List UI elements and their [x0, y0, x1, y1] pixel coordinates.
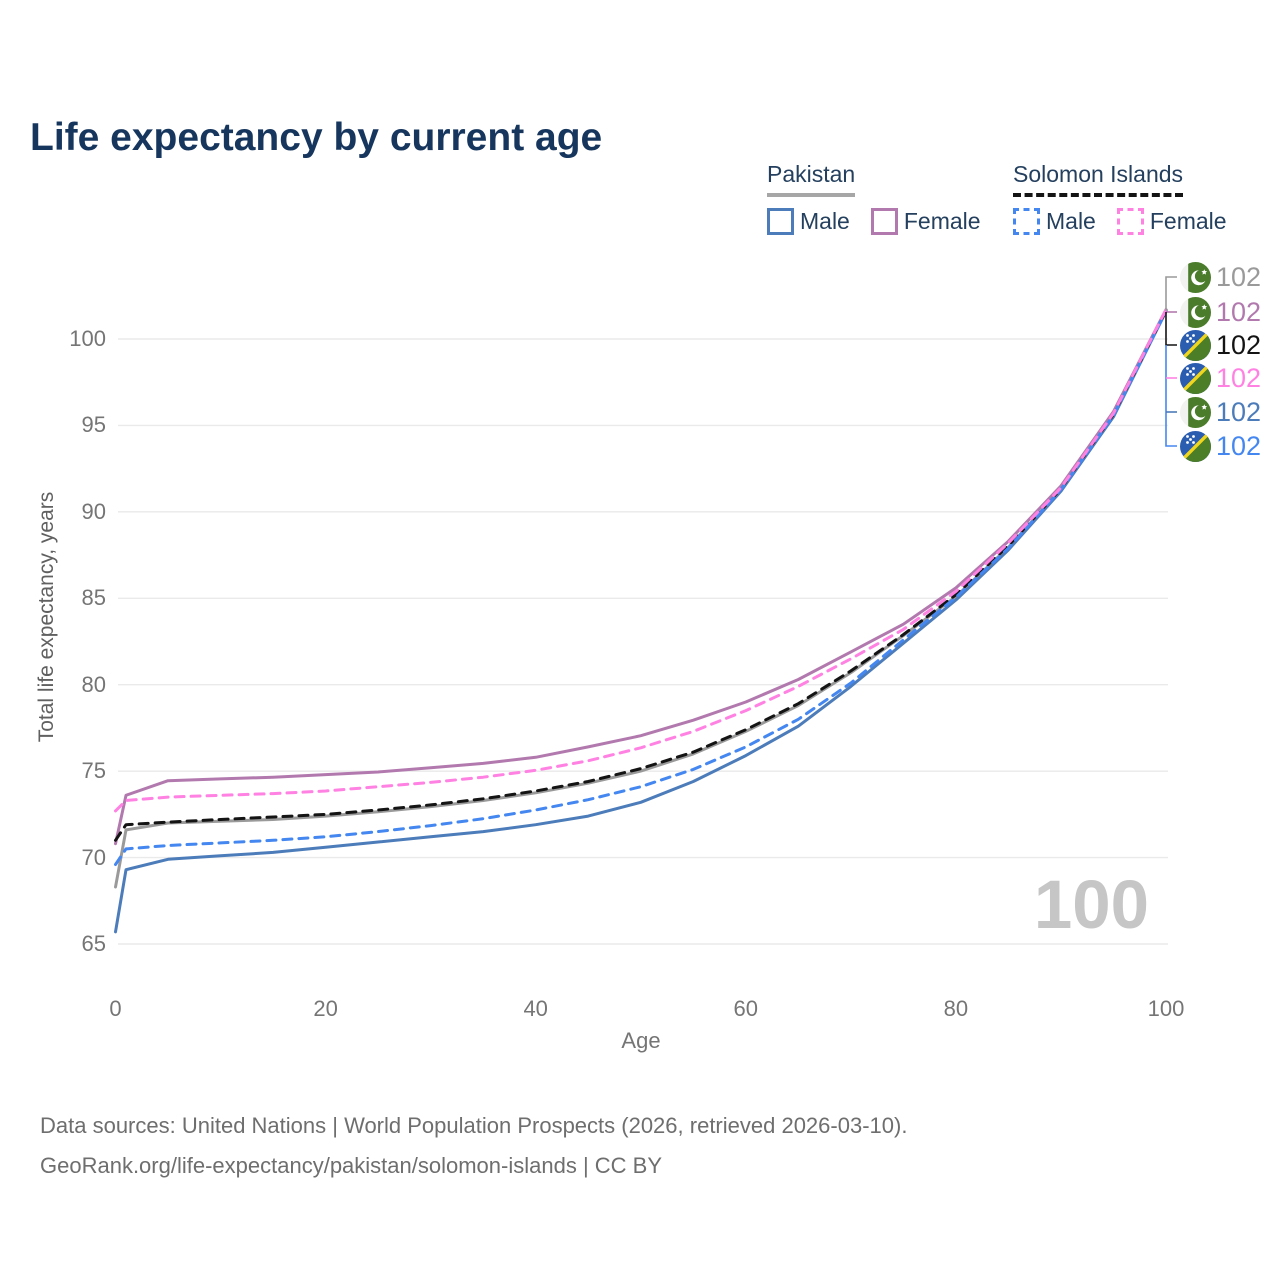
end-label-solomon-islands-total: 102 [1180, 329, 1261, 361]
legend-item-pakistan-male[interactable]: Male [767, 208, 871, 235]
y-tick-100: 100 [69, 326, 106, 351]
series-line-solomon-islands-male[interactable] [114, 309, 1168, 866]
end-label-value-solomon-islands-female: 102 [1216, 362, 1262, 393]
y-tick-70: 70 [81, 844, 106, 870]
end-label-solomon-islands-male: 102 [1180, 430, 1261, 462]
legend-group-solomon-islands: Solomon Islands Male Female [1013, 161, 1248, 235]
series-line-pakistan-male[interactable] [114, 309, 1168, 934]
y-tick-75: 75 [81, 758, 106, 784]
legend-header-pakistan: Pakistan [767, 161, 856, 197]
legend-swatch-female [870, 208, 898, 235]
legend-items-pakistan: Male Female [767, 208, 1002, 235]
legend-swatch-male [767, 208, 794, 235]
end-label-value-pakistan-female: 102 [1216, 296, 1262, 327]
series-line-pakistan-total[interactable] [114, 309, 1168, 889]
pakistan-flag-icon [1180, 296, 1211, 328]
y-tick-95: 95 [81, 412, 106, 438]
legend-label-female: Female [1149, 208, 1227, 234]
y-axis-title: Total life expectancy, years [35, 491, 58, 743]
legend-label-male: Male [1046, 208, 1096, 234]
y-tick-65: 65 [81, 931, 106, 956]
end-label-value-pakistan-male: 102 [1216, 396, 1262, 427]
legend-swatch-female [1116, 208, 1144, 235]
footer: Data sources: United Nations | World Pop… [40, 1106, 907, 1186]
end-label-connector-2 [1165, 312, 1177, 346]
end-label-value-pakistan-total: 102 [1216, 261, 1262, 292]
legend-group-pakistan: Pakistan Male Female [767, 161, 1002, 235]
solomon-islands-flag-icon [1180, 430, 1211, 462]
y-tick-90: 90 [81, 498, 106, 524]
x-tick-100: 100 [1147, 996, 1185, 1021]
x-tick-20: 20 [313, 996, 338, 1021]
y-tick-85: 85 [81, 585, 106, 611]
solomon-islands-flag-icon [1180, 329, 1211, 361]
legend-swatch-male [1013, 208, 1040, 235]
end-label-connector-0 [1165, 276, 1177, 311]
end-label-pakistan-male: 102 [1180, 396, 1261, 428]
end-label-value-solomon-islands-male: 102 [1216, 430, 1262, 461]
pakistan-flag-icon [1180, 261, 1211, 293]
solomon-islands-flag-icon [1180, 362, 1211, 394]
legend-label-male: Male [800, 208, 850, 234]
x-tick-40: 40 [523, 996, 548, 1021]
legend-label-female: Female [903, 208, 981, 234]
x-axis-title: Age [621, 1028, 661, 1053]
x-tick-80: 80 [943, 996, 969, 1021]
legend-items-solomon-islands: Male Female [1013, 208, 1248, 235]
legend-item-pakistan-female[interactable]: Female [870, 208, 1002, 235]
x-tick-60: 60 [733, 996, 759, 1021]
series-line-solomon-islands-female[interactable] [114, 308, 1168, 813]
x-tick-0: 0 [109, 996, 122, 1021]
end-label-pakistan-total: 102 [1180, 261, 1261, 293]
end-label-pakistan-female: 102 [1180, 296, 1261, 328]
end-label-connector-3 [1165, 345, 1177, 447]
legend-item-solomon-islands-female[interactable]: Female [1116, 208, 1248, 235]
page-title: Life expectancy by current age [30, 116, 603, 160]
legend-item-solomon-islands-male[interactable]: Male [1013, 208, 1117, 235]
footer-data-sources: Data sources: United Nations | World Pop… [40, 1113, 908, 1138]
pakistan-flag-icon [1180, 396, 1211, 428]
y-tick-80: 80 [81, 671, 106, 697]
end-label-value-solomon-islands-total: 102 [1216, 329, 1262, 360]
end-label-solomon-islands-female: 102 [1180, 362, 1261, 394]
series-line-pakistan-female[interactable] [114, 308, 1168, 846]
age-indicator-watermark: 100 [1033, 866, 1149, 943]
series-line-solomon-islands-total[interactable] [114, 309, 1168, 842]
footer-attribution: GeoRank.org/life-expectancy/pakistan/sol… [40, 1153, 663, 1178]
legend-header-solomon-islands: Solomon Islands [1013, 161, 1184, 197]
